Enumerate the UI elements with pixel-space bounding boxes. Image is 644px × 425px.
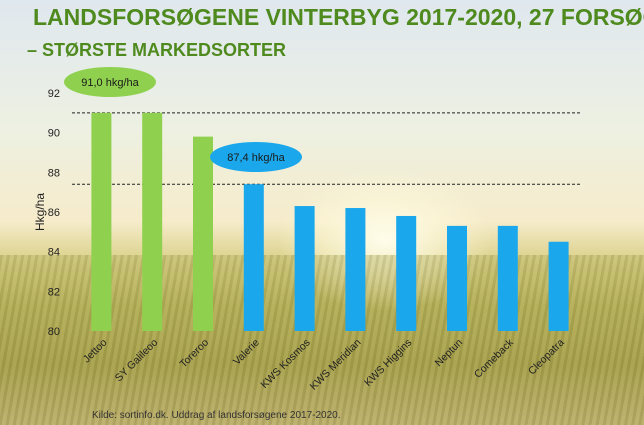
bar bbox=[447, 225, 467, 331]
annotation-label: 87,4 hkg/ha bbox=[227, 152, 285, 164]
y-tick-label: 80 bbox=[48, 326, 60, 338]
bar bbox=[142, 112, 163, 331]
x-tick-label: KWS Higgins bbox=[362, 337, 414, 389]
x-tick-label: SY Galileoo bbox=[113, 337, 161, 385]
bar bbox=[396, 215, 417, 331]
bar bbox=[294, 206, 315, 331]
x-tick-label: Valerie bbox=[231, 337, 262, 368]
y-tick-label: 90 bbox=[48, 128, 60, 140]
annotation-bubble bbox=[210, 142, 302, 172]
x-tick-label: Cleopatra bbox=[526, 337, 567, 378]
bar bbox=[345, 208, 366, 331]
bar bbox=[193, 136, 213, 331]
x-tick-label: Toreroo bbox=[177, 337, 211, 371]
x-tick-label: Comeback bbox=[472, 336, 517, 381]
bar bbox=[497, 225, 518, 331]
y-tick-label: 86 bbox=[48, 207, 60, 219]
page-subtitle: – STØRSTE MARKEDSORTER bbox=[27, 40, 287, 60]
page-title: LANDSFORSØGENE VINTERBYG 2017-2020, 27 F… bbox=[33, 4, 644, 30]
x-tick-label: KWS Meridian bbox=[308, 337, 364, 393]
x-tick-label: Jettoo bbox=[81, 337, 110, 366]
bar bbox=[91, 112, 112, 331]
y-tick-label: 82 bbox=[48, 286, 60, 298]
y-tick-label: 84 bbox=[48, 247, 60, 259]
bar bbox=[548, 241, 569, 331]
x-tick-label: KWS Kosmos bbox=[258, 337, 312, 391]
x-tick-label: Neptun bbox=[433, 337, 466, 370]
source-note: Kilde: sortinfo.dk. Uddrag af landsforsø… bbox=[92, 410, 341, 421]
y-tick-label: 92 bbox=[48, 88, 60, 100]
annotation-bubble bbox=[64, 67, 156, 97]
y-axis-label: Hkg/ha bbox=[33, 193, 47, 231]
bar bbox=[243, 184, 264, 331]
y-tick-label: 88 bbox=[48, 167, 60, 179]
annotation-label: 91,0 hkg/ha bbox=[81, 77, 139, 89]
